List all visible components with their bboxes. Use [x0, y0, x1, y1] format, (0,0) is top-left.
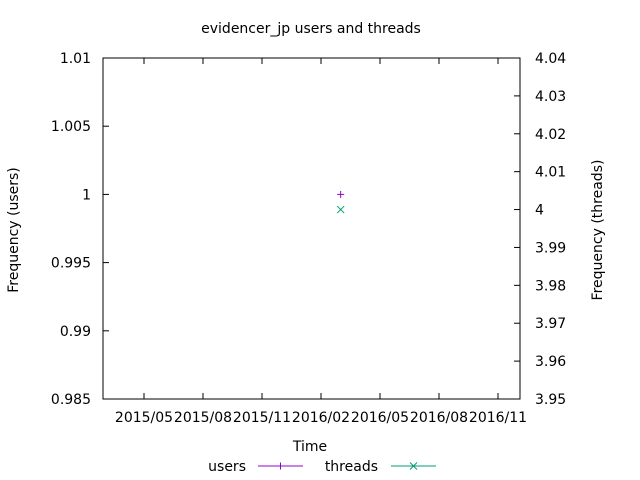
y-tick-label: 1.01 [60, 51, 91, 67]
y2-tick-label: 4.02 [535, 127, 566, 143]
y-axis-left: 0.985 0.99 0.995 1 1.005 1.01 [51, 51, 109, 408]
legend-label-users: users [208, 459, 246, 475]
y2-tick-label: 3.95 [535, 392, 566, 408]
y2-tick-label: 4 [535, 203, 544, 219]
y-tick-label: 0.985 [51, 392, 91, 408]
threads-point [336, 205, 345, 214]
x-tick-label: 2016/08 [410, 410, 468, 426]
x-tick-label: 2015/05 [115, 410, 173, 426]
x-axis: 2015/05 2015/08 2015/11 2016/02 2016/05 2016/… [115, 58, 527, 426]
x-tick-label: 2016/02 [292, 410, 350, 426]
y-axis-right: 3.95 3.96 3.97 3.98 3.99 4 4.01 4.02 4.03 4.04 [514, 51, 566, 408]
y-tick-label: 1 [82, 187, 91, 203]
legend: users threads [208, 459, 436, 475]
y2-tick-label: 3.97 [535, 316, 566, 332]
x-tick-label: 2016/11 [469, 410, 527, 426]
legend-marker-users [277, 462, 284, 470]
y2-tick-label: 3.98 [535, 278, 566, 294]
y2-tick-label: 4.01 [535, 165, 566, 181]
y-tick-label: 0.995 [51, 256, 91, 272]
x-tick-label: 2015/08 [174, 410, 232, 426]
data-points [336, 190, 345, 214]
y2-tick-label: 4.03 [535, 89, 566, 105]
x-tick-label: 2015/11 [233, 410, 291, 426]
x-axis-label: Time [292, 439, 327, 455]
x-tick-label: 2016/05 [351, 410, 409, 426]
users-point [337, 190, 345, 198]
y2-axis-label: Frequency (threads) [590, 160, 606, 301]
y-axis-label: Frequency (users) [6, 167, 22, 293]
y2-tick-label: 4.04 [535, 51, 566, 67]
plot-area [102, 57, 521, 400]
y-tick-label: 1.005 [51, 119, 91, 135]
y2-tick-label: 3.96 [535, 354, 566, 370]
legend-label-threads: threads [325, 459, 378, 475]
chart-title: evidencer_jp users and threads [201, 21, 421, 37]
legend-marker-threads [409, 462, 418, 470]
y2-tick-label: 3.99 [535, 240, 566, 256]
y-tick-label: 0.99 [60, 324, 91, 340]
